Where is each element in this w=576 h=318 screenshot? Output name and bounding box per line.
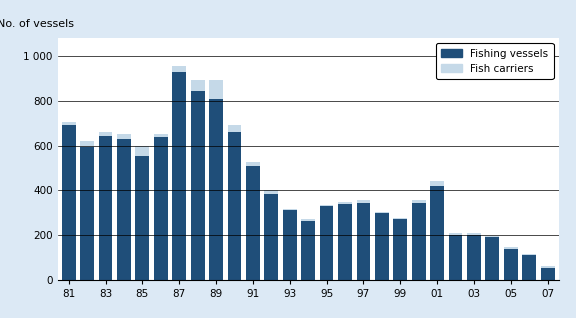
Bar (430, 186, 444, 280)
Bar (467, 233, 481, 235)
Bar (117, 135, 131, 139)
Bar (228, 125, 241, 132)
Bar (62, 122, 75, 125)
Bar (393, 218, 407, 219)
Bar (154, 137, 168, 280)
Bar (154, 135, 168, 137)
Bar (301, 219, 315, 221)
Bar (62, 125, 75, 280)
Bar (320, 205, 334, 206)
Bar (430, 181, 444, 186)
Bar (393, 219, 407, 280)
Bar (209, 80, 223, 99)
Bar (412, 200, 426, 203)
Bar (357, 203, 370, 280)
Bar (228, 132, 241, 280)
Bar (264, 190, 278, 194)
Bar (375, 211, 389, 213)
Bar (449, 233, 463, 235)
Bar (80, 147, 94, 280)
Bar (467, 235, 481, 280)
Bar (338, 202, 352, 204)
Bar (191, 91, 204, 280)
Bar (135, 156, 149, 280)
Bar (98, 132, 112, 135)
Bar (283, 209, 297, 211)
Bar (504, 248, 518, 280)
Bar (541, 266, 555, 267)
Bar (135, 146, 149, 156)
Text: No. of vessels: No. of vessels (0, 19, 74, 29)
Bar (486, 236, 499, 237)
Bar (338, 204, 352, 280)
Bar (264, 194, 278, 280)
Bar (412, 203, 426, 280)
Bar (522, 254, 536, 255)
Bar (246, 162, 260, 166)
Bar (357, 200, 370, 203)
Bar (449, 235, 463, 280)
Bar (246, 166, 260, 280)
Bar (117, 139, 131, 280)
Bar (283, 211, 297, 280)
Bar (504, 247, 518, 248)
Bar (191, 80, 204, 91)
Legend: Fishing vessels, Fish carriers: Fishing vessels, Fish carriers (436, 43, 554, 79)
Bar (172, 66, 186, 72)
Bar (301, 221, 315, 280)
Bar (522, 255, 536, 280)
Bar (209, 99, 223, 280)
Bar (98, 135, 112, 280)
Bar (541, 267, 555, 280)
Bar (375, 213, 389, 280)
Bar (320, 206, 334, 280)
Bar (80, 141, 94, 147)
Bar (172, 72, 186, 280)
Bar (486, 237, 499, 280)
